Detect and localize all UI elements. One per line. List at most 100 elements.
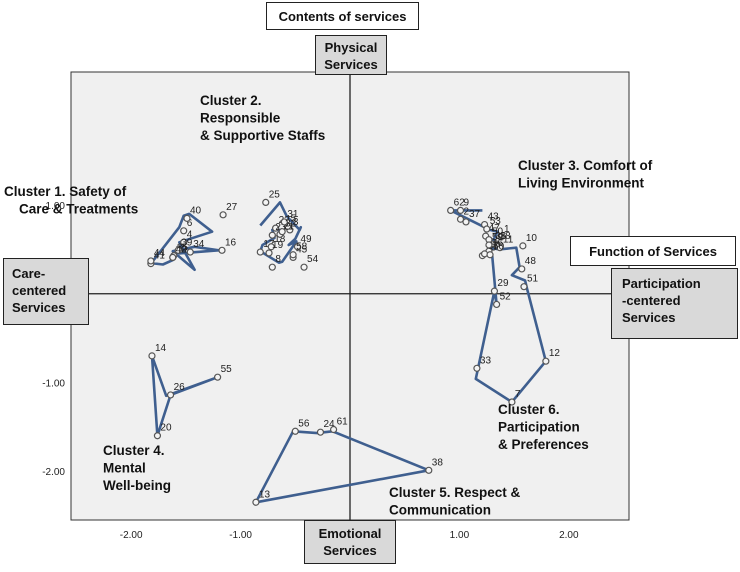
- cluster-label: Cluster 6. Participation & Preferences: [498, 402, 589, 452]
- cluster-labels: Cluster 1. Safety of Care & Treatments Clu…: [4, 93, 653, 518]
- data-point: [493, 300, 501, 309]
- data-point: [293, 243, 302, 251]
- point-label: 6: [187, 218, 193, 229]
- point-label: 29: [497, 278, 509, 289]
- data-point: [519, 242, 527, 250]
- point-label: 12: [549, 348, 561, 359]
- point-label: 25: [269, 189, 281, 200]
- tick-labels: -2.00 -1.00 1.00 2.00 1.00 -1.00 -2.00: [42, 201, 579, 541]
- point-label: 11: [503, 235, 514, 246]
- left-axis-label-line1: Care-: [12, 266, 46, 281]
- data-point: [218, 246, 226, 254]
- y-tick-label: -1.00: [42, 378, 65, 389]
- point-label: 50: [492, 227, 504, 238]
- point-label: 39: [181, 237, 193, 248]
- data-point: [486, 251, 494, 259]
- data-point: [490, 287, 499, 295]
- data-point: [180, 227, 188, 235]
- cluster-label: Cluster 1. Safety of Care & Treatments: [4, 184, 138, 217]
- point-label: 49: [300, 234, 312, 245]
- data-point: [148, 352, 156, 360]
- cluster-outline: [150, 355, 219, 438]
- x-tick-label: -1.00: [229, 530, 252, 541]
- point-label: 23: [275, 222, 287, 233]
- point-label: 9: [464, 197, 470, 208]
- point-label: 61: [337, 417, 349, 428]
- data-point: [219, 211, 227, 219]
- point-label: 60: [493, 242, 505, 253]
- point-label: 18: [274, 234, 286, 245]
- point-label: 32: [285, 219, 297, 230]
- data-point: [256, 248, 264, 256]
- data-point: [447, 206, 455, 214]
- point-label: 34: [193, 239, 205, 250]
- point-label: 1: [504, 224, 510, 235]
- point-label: 51: [527, 274, 539, 285]
- data-point: [183, 214, 191, 222]
- right-axis-box: Participation -centered Services: [611, 268, 738, 339]
- point-label: 7: [515, 389, 521, 400]
- cluster-outline: [474, 237, 548, 404]
- point-label: 27: [226, 202, 238, 213]
- right-axis-label-line1: Participation: [622, 276, 701, 291]
- data-point: [268, 263, 276, 271]
- point-label: 20: [160, 423, 172, 434]
- point-label: 10: [526, 233, 538, 244]
- right-header-box: Function of Services: [570, 236, 736, 266]
- data-point: [180, 238, 188, 246]
- top-axis-box: Physical Services: [315, 35, 387, 75]
- cluster-label: Cluster 2. Responsible & Supportive Staffs: [200, 93, 325, 143]
- point-label: 46: [492, 238, 504, 249]
- point-label: 16: [225, 237, 237, 248]
- data-point: [456, 215, 465, 223]
- y-tick-label: -2.00: [42, 467, 65, 478]
- point-label: 59: [492, 232, 504, 243]
- right-axis-label-line3: Services: [622, 310, 676, 325]
- point-label: 26: [174, 382, 186, 393]
- point-label: 35: [177, 243, 189, 254]
- point-label: 2: [464, 206, 470, 217]
- data-point: [166, 391, 175, 399]
- point-label: 14: [155, 343, 167, 354]
- point-label: 36: [495, 231, 507, 242]
- bottom-axis-label-line2: Services: [323, 543, 377, 558]
- left-axis-label-line3: Services: [12, 300, 66, 315]
- data-point: [485, 241, 493, 249]
- data-point: [462, 218, 470, 226]
- data-point: [291, 427, 299, 435]
- cluster-label: Cluster 3. Comfort of Living Environment: [518, 158, 653, 191]
- x-tick-label: -2.00: [120, 530, 143, 541]
- data-point: [289, 251, 297, 259]
- left-axis-box: Care- centered Services: [3, 258, 89, 325]
- data-point: [508, 398, 516, 406]
- data-point: [252, 498, 260, 506]
- x-tick-label: 1.00: [450, 530, 470, 541]
- data-point: [300, 263, 308, 271]
- point-label: 19: [272, 240, 284, 251]
- point-label: 48: [525, 256, 537, 267]
- point-label: 3: [293, 217, 299, 228]
- point-label: 4: [187, 229, 193, 240]
- data-point: [262, 198, 270, 207]
- point-label: 15: [485, 243, 497, 254]
- data-point: [280, 218, 288, 226]
- point-label: 55: [221, 364, 233, 375]
- top-header-box: Contents of services: [266, 2, 419, 30]
- data-point: [186, 248, 194, 256]
- y-tick-label: 1.00: [46, 201, 66, 212]
- point-label: 56: [298, 418, 310, 429]
- point-label: 13: [259, 489, 271, 500]
- point-label: 41: [154, 251, 166, 262]
- data-point: [497, 233, 505, 241]
- point-label: 40: [190, 205, 202, 216]
- point-label: 52: [500, 291, 512, 302]
- left-axis-label-line2: centered: [12, 283, 67, 298]
- point-label: 31: [287, 209, 299, 220]
- data-point: [456, 206, 465, 214]
- bottom-axis-label-line1: Emotional: [318, 526, 382, 541]
- cluster-outline: [258, 201, 303, 265]
- data-point: [483, 225, 491, 233]
- top-axis-label-line1: Physical: [324, 40, 378, 55]
- point-label: 58: [296, 242, 308, 253]
- right-axis-label-line2: -centered: [622, 293, 681, 308]
